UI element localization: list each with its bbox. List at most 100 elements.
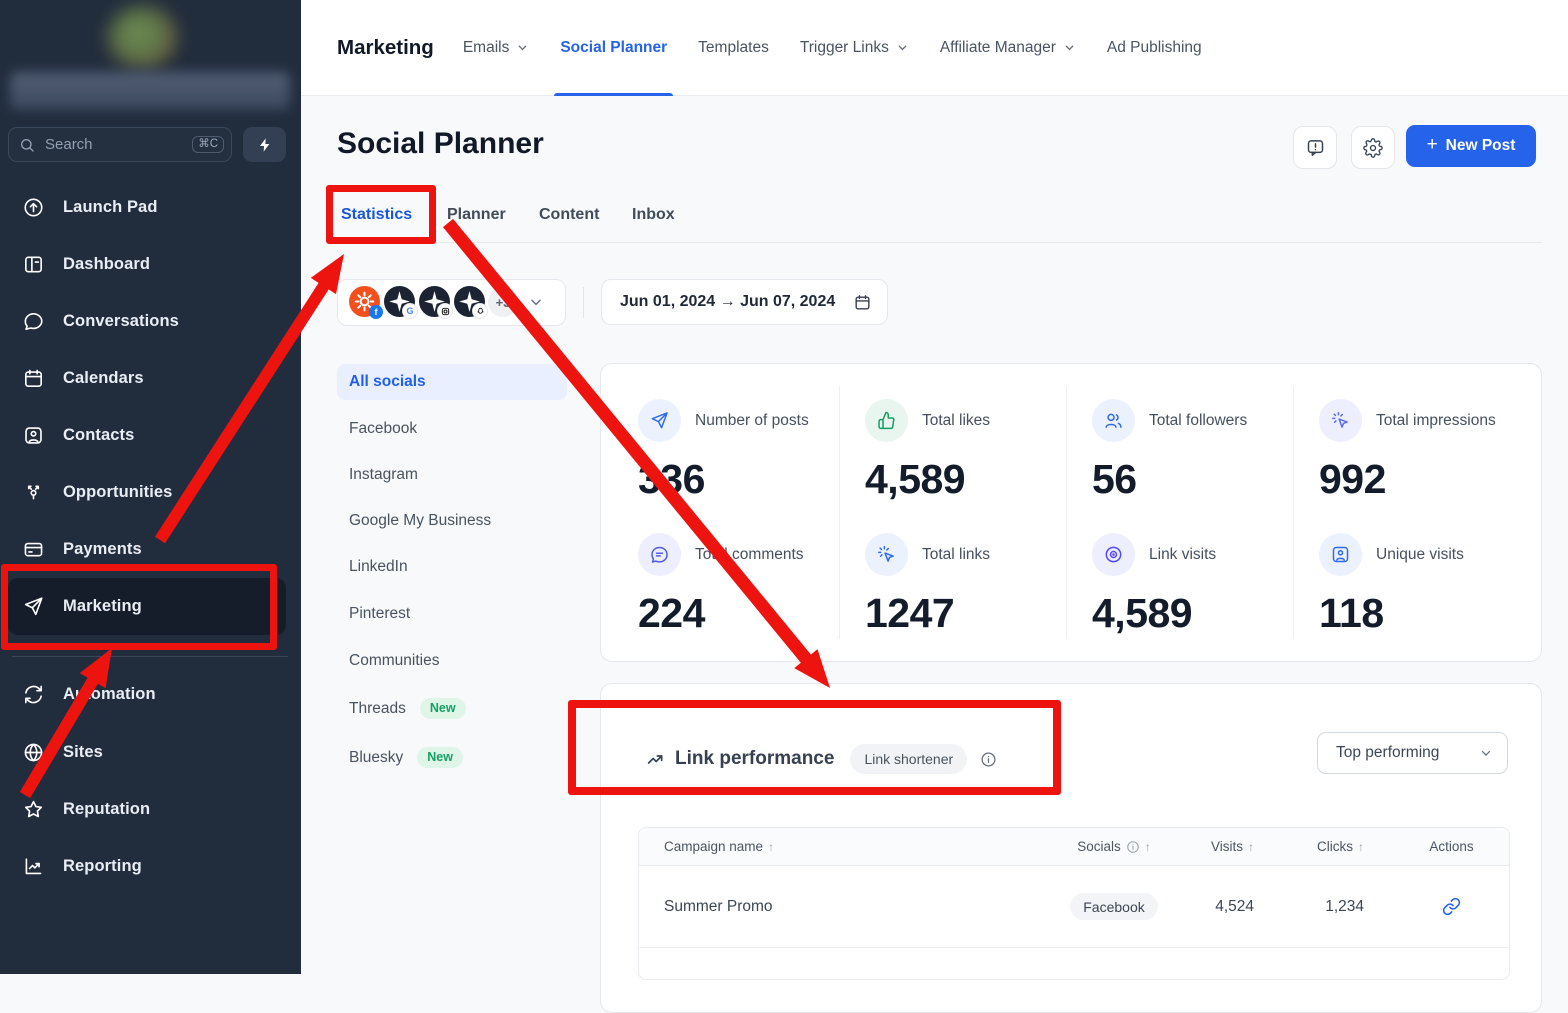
date-range-picker[interactable]: Jun 01, 2024 → Jun 07, 2024 xyxy=(601,279,888,325)
stat-total-comments: Total comments xyxy=(638,533,804,576)
socials-filter-threads[interactable]: Threads New xyxy=(349,698,466,719)
tab-planner[interactable]: Planner xyxy=(447,206,506,223)
tab-inbox[interactable]: Inbox xyxy=(632,206,675,223)
stat-label: Total likes xyxy=(922,411,991,429)
lightning-bolt-icon xyxy=(259,137,269,152)
stat-label: Unique visits xyxy=(1376,545,1464,563)
more-accounts-count: +3 xyxy=(488,287,518,317)
socials-filter-communities[interactable]: Communities xyxy=(349,652,440,669)
search-input[interactable] xyxy=(43,135,193,154)
sidebar-item-reporting[interactable]: Reporting xyxy=(0,844,301,888)
stat-link-visits: Link visits xyxy=(1092,533,1216,576)
nav-label: Ad Publishing xyxy=(1106,38,1202,56)
sites-icon xyxy=(24,743,43,761)
stat-value: 56 xyxy=(1092,456,1137,502)
reputation-icon xyxy=(24,800,43,817)
accounts-chevron-down-icon[interactable] xyxy=(528,294,544,310)
sidebar-item-calendars[interactable]: Calendars xyxy=(0,356,301,400)
avatar-sparkle-instagram xyxy=(419,286,453,319)
unique-visits-person-icon xyxy=(1319,533,1362,576)
stat-value: 992 xyxy=(1319,456,1386,502)
calendar-icon xyxy=(855,294,870,310)
socials-filter-facebook[interactable]: Facebook xyxy=(349,420,418,437)
contacts-icon xyxy=(25,426,42,444)
tab-statistics[interactable]: Statistics xyxy=(341,206,413,223)
sidebar-item-conversations[interactable]: Conversations xyxy=(0,299,301,343)
column-divider xyxy=(1293,386,1294,639)
calendars-icon xyxy=(25,369,42,387)
sidebar-item-contacts[interactable]: Contacts xyxy=(0,413,301,457)
sidebar-item-label: Reporting xyxy=(63,856,142,875)
settings-button[interactable] xyxy=(1351,126,1395,169)
tab-content[interactable]: Content xyxy=(539,206,600,223)
sidebar-item-label: Calendars xyxy=(63,368,144,387)
sidebar-item-reputation[interactable]: Reputation xyxy=(0,787,301,831)
socials-filter-pinterest[interactable]: Pinterest xyxy=(349,605,411,622)
stat-value: 4,589 xyxy=(865,456,966,502)
annotation-box-statistics xyxy=(326,185,436,244)
info-icon[interactable] xyxy=(1126,840,1140,854)
impressions-click-icon xyxy=(1319,399,1362,442)
link-icon[interactable] xyxy=(1442,897,1461,916)
new-post-button[interactable]: + New Post xyxy=(1406,125,1536,167)
info-icon[interactable] xyxy=(980,751,997,768)
nav-emails[interactable]: Emails xyxy=(463,0,530,96)
dropdown-value: Top performing xyxy=(1336,744,1440,761)
sidebar-item-marketing[interactable]: Marketing xyxy=(0,584,301,628)
feedback-button[interactable] xyxy=(1293,126,1337,169)
header-visits[interactable]: Visits ↑ xyxy=(1211,839,1279,854)
top-performing-dropdown[interactable]: Top performing xyxy=(1317,732,1508,774)
header-campaign-name[interactable]: Campaign name ↑ xyxy=(639,839,774,854)
sidebar-item-label: Launch Pad xyxy=(63,197,158,216)
column-divider xyxy=(1066,386,1067,639)
marketing-icon xyxy=(24,596,43,615)
nav-label: Social Planner xyxy=(560,38,668,56)
socials-filter-bluesky[interactable]: Bluesky New xyxy=(349,747,463,768)
sidebar-item-label: Sites xyxy=(63,742,103,761)
socials-filter-instagram[interactable]: Instagram xyxy=(349,466,418,483)
annotation-box-marketing xyxy=(1,564,277,650)
sidebar-item-sites[interactable]: Sites xyxy=(0,730,301,774)
nav-label: Trigger Links xyxy=(799,38,889,56)
sort-asc-icon[interactable]: ↑ xyxy=(768,839,775,854)
automation-icon xyxy=(25,685,42,703)
actions-cell[interactable] xyxy=(1442,897,1461,916)
header-socials[interactable]: Socials ↑ xyxy=(1077,839,1151,854)
sidebar-item-payments[interactable]: Payments xyxy=(0,527,301,571)
sidebar-search[interactable]: ⌘C xyxy=(8,127,232,162)
nav-ad-publishing[interactable]: Ad Publishing xyxy=(1107,0,1202,96)
account-name-blurred[interactable] xyxy=(10,72,290,110)
links-click-icon xyxy=(865,533,908,576)
nav-affiliate-manager[interactable]: Affiliate Manager xyxy=(940,0,1076,96)
nav-trigger-links[interactable]: Trigger Links xyxy=(800,0,909,96)
search-icon xyxy=(21,138,34,152)
stat-number-of-posts: Number of posts xyxy=(638,399,809,442)
launch-pad-icon xyxy=(24,197,43,217)
avatar-sparkle-snapchat xyxy=(454,286,488,319)
sort-asc-icon[interactable]: ↑ xyxy=(1358,839,1364,854)
sidebar-item-launch-pad[interactable]: Launch Pad xyxy=(0,185,301,229)
socials-filter-all[interactable]: All socials xyxy=(337,364,567,400)
filters-divider xyxy=(583,287,584,318)
quick-actions-button[interactable] xyxy=(243,127,286,162)
new-badge: New xyxy=(417,747,463,768)
reporting-icon xyxy=(25,857,42,874)
sort-asc-icon[interactable]: ↑ xyxy=(1248,839,1254,854)
sidebar-item-opportunities[interactable]: Opportunities xyxy=(0,470,301,514)
stat-value: 118 xyxy=(1319,590,1384,636)
header-label: Visits xyxy=(1210,839,1243,854)
sidebar-item-automation[interactable]: Automation xyxy=(0,672,301,716)
gear-icon xyxy=(1363,137,1383,158)
socials-filter-google-my-business[interactable]: Google My Business xyxy=(349,512,492,529)
sparkle-logo-icon xyxy=(389,291,410,312)
socials-filter-linkedin[interactable]: LinkedIn xyxy=(349,558,408,575)
sidebar-item-dashboard[interactable]: Dashboard xyxy=(0,242,301,286)
nav-templates[interactable]: Templates xyxy=(698,0,769,96)
header-label: Actions xyxy=(1429,839,1474,854)
visits-cell: 4,524 xyxy=(1215,897,1254,915)
nav-social-planner[interactable]: Social Planner xyxy=(554,0,674,96)
sort-asc-icon[interactable]: ↑ xyxy=(1144,839,1151,854)
header-clicks[interactable]: Clicks ↑ xyxy=(1317,839,1394,854)
chat-alert-icon xyxy=(1307,140,1323,156)
